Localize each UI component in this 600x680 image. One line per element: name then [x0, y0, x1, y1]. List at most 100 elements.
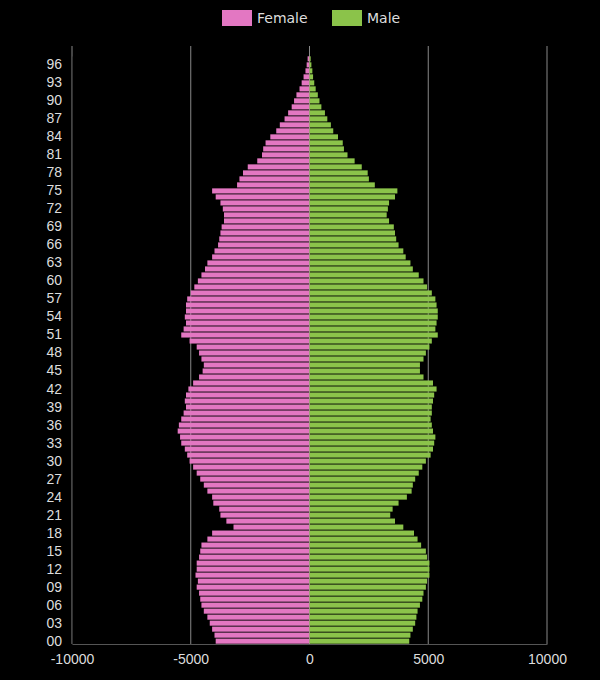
y-tick-label: 09 — [46, 579, 62, 595]
bar — [198, 579, 310, 584]
y-tick: 90 — [46, 92, 72, 108]
bar — [310, 236, 397, 241]
y-tick-label: 45 — [46, 362, 62, 378]
y-tick: 27 — [46, 471, 72, 487]
y-tick: 33 — [46, 435, 72, 451]
bar — [304, 74, 310, 79]
y-tick-label: 39 — [46, 399, 62, 415]
bar — [310, 639, 410, 644]
bar — [310, 320, 437, 325]
legend-label: Female — [257, 10, 308, 26]
bar — [310, 597, 423, 602]
bar — [305, 68, 309, 73]
bar — [196, 573, 310, 578]
legend-label: Male — [367, 10, 400, 26]
legend: Female Male — [222, 10, 400, 26]
bar — [215, 633, 310, 638]
x-tick: 5000 — [413, 644, 444, 667]
y-tick-label: 90 — [46, 92, 62, 108]
y-tick-label: 72 — [46, 200, 62, 216]
bar — [310, 489, 412, 494]
bar — [184, 326, 310, 331]
bar — [310, 537, 418, 542]
bar — [310, 302, 437, 307]
bar — [310, 182, 375, 187]
y-tick: 81 — [46, 146, 72, 162]
y-tick-label: 21 — [46, 507, 62, 523]
bar — [199, 350, 309, 355]
bar — [188, 386, 309, 391]
bar — [310, 104, 322, 109]
bar — [310, 206, 388, 211]
x-tick-label: -5000 — [173, 651, 209, 667]
bar — [204, 609, 310, 614]
bar — [310, 122, 331, 127]
bar — [310, 615, 417, 620]
x-tick-label: -10000 — [51, 651, 95, 667]
bar — [310, 591, 424, 596]
bar — [204, 362, 310, 367]
bar — [310, 56, 311, 61]
y-tick-label: 51 — [46, 326, 62, 342]
bar — [288, 110, 309, 115]
bar — [220, 513, 309, 518]
bar — [203, 368, 310, 373]
bar — [190, 459, 310, 464]
bar — [223, 206, 310, 211]
bar — [219, 236, 309, 241]
grid-line — [547, 46, 548, 644]
bar — [310, 260, 411, 265]
bar — [310, 272, 419, 277]
y-tick: 63 — [46, 254, 72, 270]
bar — [187, 453, 309, 458]
bar — [310, 176, 369, 181]
y-tick: 72 — [46, 200, 72, 216]
bar — [310, 224, 394, 229]
y-tick: 15 — [46, 543, 72, 559]
bar — [310, 218, 390, 223]
bar — [276, 128, 309, 133]
y-tick-label: 78 — [46, 164, 62, 180]
bar — [310, 242, 399, 247]
bar — [310, 453, 431, 458]
bar — [310, 92, 318, 97]
bar — [243, 170, 310, 175]
bar — [310, 428, 434, 433]
bar — [186, 320, 310, 325]
y-tick: 60 — [46, 272, 72, 288]
bar — [310, 579, 428, 584]
bar — [310, 296, 436, 301]
bar — [310, 525, 404, 530]
bar — [310, 74, 314, 79]
y-tick: 96 — [46, 56, 72, 72]
y-tick-label: 18 — [46, 525, 62, 541]
bar — [180, 434, 309, 439]
bar — [224, 212, 310, 217]
bar — [300, 86, 310, 91]
bar — [185, 314, 310, 319]
y-tick-label: 42 — [46, 380, 62, 396]
bar — [310, 344, 430, 349]
bar — [224, 218, 310, 223]
bar — [310, 422, 432, 427]
bar — [310, 146, 344, 151]
bar — [248, 164, 310, 169]
bar — [266, 140, 310, 145]
y-tick: 42 — [46, 380, 72, 396]
bar — [263, 146, 309, 151]
series-bars — [310, 56, 438, 643]
bar — [199, 374, 309, 379]
bar — [207, 260, 309, 265]
y-tick-label: 36 — [46, 417, 62, 433]
y-tick-label: 06 — [46, 597, 62, 613]
y-tick-label: 69 — [46, 218, 62, 234]
bar — [186, 302, 310, 307]
bars — [178, 56, 438, 643]
bar — [310, 603, 420, 608]
bar — [205, 266, 310, 271]
y-tick-label: 48 — [46, 344, 62, 360]
bar — [216, 194, 310, 199]
x-axis: -10000-50000500010000 — [51, 644, 567, 667]
legend-swatch — [222, 10, 252, 26]
bar — [310, 338, 432, 343]
